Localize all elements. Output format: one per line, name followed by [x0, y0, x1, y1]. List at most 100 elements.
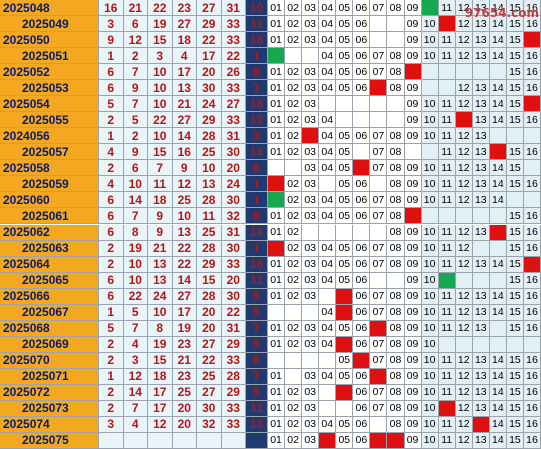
coverage-cell: 04 [319, 192, 337, 209]
drawn-number: 6 [99, 208, 124, 225]
coverage-cell: 16 [523, 240, 541, 257]
coverage-cell: 07 [370, 144, 388, 161]
coverage-cell: 10 [421, 288, 439, 305]
coverage-cell: 08 [387, 176, 405, 193]
coverage-cell: 07 [370, 160, 388, 177]
coverage-cell [302, 48, 320, 65]
coverage-cell: 06 [353, 368, 371, 385]
coverage-cell: 10 [421, 192, 439, 209]
coverage-cell: 03 [302, 400, 320, 417]
drawn-number: 14 [172, 128, 197, 145]
coverage-cell [455, 272, 473, 289]
coverage-cell: 08 [387, 240, 405, 257]
coverage-cell: 14 [489, 256, 507, 273]
coverage-cell: 13 [472, 320, 490, 337]
coverage-cell: 03 [302, 288, 320, 305]
hit-red-marker [370, 80, 388, 97]
coverage-cell [489, 240, 507, 257]
coverage-cell: 07 [370, 256, 388, 273]
coverage-cell: 12 [455, 144, 473, 161]
coverage-cell: 15 [506, 160, 524, 177]
coverage-cell: 16 [523, 16, 541, 33]
coverage-cell: 06 [353, 272, 371, 289]
coverage-cell [472, 272, 490, 289]
drawn-number: 3 [123, 352, 148, 369]
coverage-cell: 12 [455, 176, 473, 193]
coverage-cell: 09 [404, 112, 422, 129]
coverage-cell: 12 [455, 240, 473, 257]
coverage-cell: 11 [438, 144, 456, 161]
coverage-cell [285, 160, 303, 177]
coverage-cell: 04 [319, 112, 337, 129]
drawn-number: 28 [197, 192, 222, 209]
drawn-number: 6 [99, 80, 124, 97]
coverage-cell: 04 [319, 208, 337, 225]
drawn-number: 24 [221, 176, 246, 193]
coverage-cell: 15 [506, 352, 524, 369]
period-cell: 2025050 [0, 32, 99, 49]
coverage-cell: 12 [455, 48, 473, 65]
coverage-cell: 08 [387, 144, 405, 161]
coverage-cell: 03 [302, 432, 320, 449]
coverage-cell: 14 [489, 192, 507, 209]
coverage-cell: 02 [285, 0, 303, 17]
hit-red-marker [404, 64, 422, 81]
drawn-number: 3 [99, 16, 124, 33]
drawn-number: 10 [148, 128, 173, 145]
coverage-cell [489, 320, 507, 337]
coverage-cell [523, 160, 541, 177]
coverage-cell [489, 208, 507, 225]
coverage-cell: 03 [302, 0, 320, 17]
coverage-cell: 09 [404, 80, 422, 97]
drawn-number: 20 [197, 304, 222, 321]
extra-number [246, 432, 268, 449]
coverage-cell: 13 [472, 352, 490, 369]
drawn-number: 10 [148, 304, 173, 321]
drawn-number: 19 [172, 320, 197, 337]
coverage-cell: 10 [421, 240, 439, 257]
drawn-number: 27 [172, 112, 197, 129]
coverage-cell: 06 [353, 384, 371, 401]
period-cell: 2025073 [0, 400, 99, 417]
coverage-cell: 15 [506, 96, 524, 113]
coverage-cell: 05 [336, 256, 354, 273]
drawn-number: 30 [221, 240, 246, 257]
drawn-number [172, 432, 197, 449]
period-cell: 2025061 [0, 208, 99, 225]
period-cell: 2025049 [0, 16, 99, 33]
extra-number: 13 [246, 416, 268, 433]
coverage-cell: 03 [302, 96, 320, 113]
coverage-cell: 13 [472, 288, 490, 305]
coverage-cell [319, 384, 337, 401]
coverage-cell: 01 [268, 416, 286, 433]
drawn-number: 15 [197, 272, 222, 289]
coverage-cell: 07 [370, 64, 388, 81]
coverage-cell: 08 [387, 224, 405, 241]
coverage-cell [336, 224, 354, 241]
coverage-cell: 01 [268, 208, 286, 225]
drawn-number: 33 [221, 80, 246, 97]
coverage-cell [285, 368, 303, 385]
coverage-cell [489, 128, 507, 145]
coverage-cell: 14 [489, 352, 507, 369]
coverage-cell [370, 416, 388, 433]
extra-number: 7 [246, 320, 268, 337]
extra-number: 5 [246, 288, 268, 305]
drawn-number: 30 [221, 144, 246, 161]
drawn-number [123, 432, 148, 449]
coverage-cell [319, 224, 337, 241]
coverage-cell [387, 16, 405, 33]
coverage-cell: 05 [336, 0, 354, 17]
drawn-number: 25 [172, 192, 197, 209]
coverage-cell: 16 [523, 224, 541, 241]
coverage-cell: 09 [404, 272, 422, 289]
coverage-cell: 08 [387, 48, 405, 65]
coverage-cell: 05 [336, 16, 354, 33]
coverage-cell: 10 [421, 384, 439, 401]
coverage-cell: 02 [285, 80, 303, 97]
coverage-cell: 04 [319, 416, 337, 433]
coverage-cell: 15 [506, 400, 524, 417]
coverage-cell: 16 [523, 432, 541, 449]
coverage-cell: 03 [302, 160, 320, 177]
coverage-cell: 10 [421, 336, 439, 353]
